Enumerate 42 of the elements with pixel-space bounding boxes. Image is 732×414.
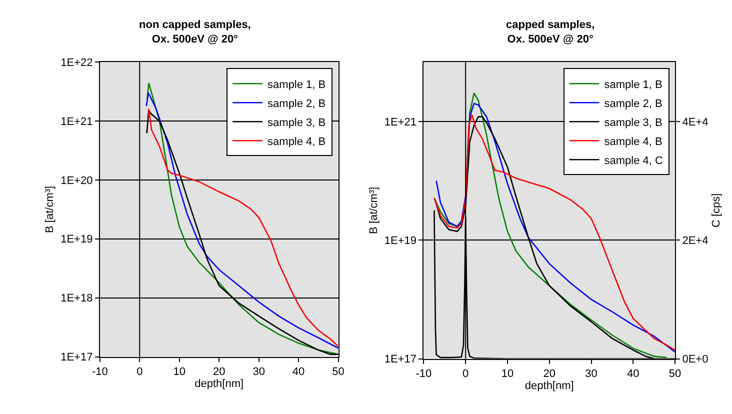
x-axis-title: depth[nm]: [524, 380, 574, 392]
x-tick-label: 40: [627, 368, 640, 380]
x-tick-label: 20: [212, 366, 226, 378]
legend-label: sample 3, B: [268, 116, 326, 129]
y-tick-label: 1E+22: [60, 56, 93, 69]
y2-tick-label: 0E+0: [682, 354, 708, 366]
chart-title: non capped samples, Ox. 500eV @ 20°: [139, 19, 251, 46]
y2-axis-title: C [cps]: [710, 193, 722, 228]
legend-label: sample 4, C: [604, 154, 664, 167]
y-tick-label: 1E+21: [60, 116, 93, 128]
legend-label: sample 2, B: [268, 98, 326, 110]
legend-label: sample 4, B: [604, 136, 662, 148]
x-tick-label: 50: [332, 366, 344, 378]
x-axis-title: depth[nm]: [194, 378, 244, 390]
x-tick-label: 30: [585, 368, 598, 380]
x-tick-label: 0: [462, 368, 469, 380]
y2-tick-label: 2E+4: [682, 234, 708, 247]
chart-title: capped samples, Ox. 500eV @ 20°: [506, 19, 595, 46]
x-tick-label: 50: [668, 368, 682, 380]
y-tick-label: 1E+19: [384, 234, 417, 247]
y-axis-title: B [at/cm³]: [44, 186, 56, 233]
x-tick-label: -10: [92, 366, 108, 378]
legend-label: sample 3, B: [604, 116, 662, 129]
y-tick-label: 1E+17: [60, 352, 93, 364]
y-tick-label: 1E+18: [60, 292, 93, 305]
legend-label: sample 4, B: [268, 136, 326, 148]
y-tick-label: 1E+20: [60, 174, 93, 187]
x-tick-label: 10: [501, 368, 514, 380]
x-tick-label: 40: [292, 366, 305, 378]
x-tick-label: 20: [543, 368, 556, 380]
legend-label: sample 2, B: [604, 98, 662, 110]
y2-tick-label: 4E+4: [682, 116, 708, 128]
y-tick-label: 1E+17: [384, 354, 417, 366]
y-tick-label: 1E+19: [60, 234, 93, 246]
x-tick-label: 0: [136, 366, 143, 378]
legend-label: sample 1, B: [604, 78, 662, 91]
x-tick-label: 30: [252, 366, 265, 378]
x-tick-label: -10: [416, 368, 432, 380]
legend-label: sample 1, B: [268, 78, 326, 91]
y-tick-label: 1E+21: [384, 116, 417, 128]
y-axis-title: B [at/cm³]: [368, 186, 380, 234]
x-tick-label: 10: [173, 366, 186, 378]
